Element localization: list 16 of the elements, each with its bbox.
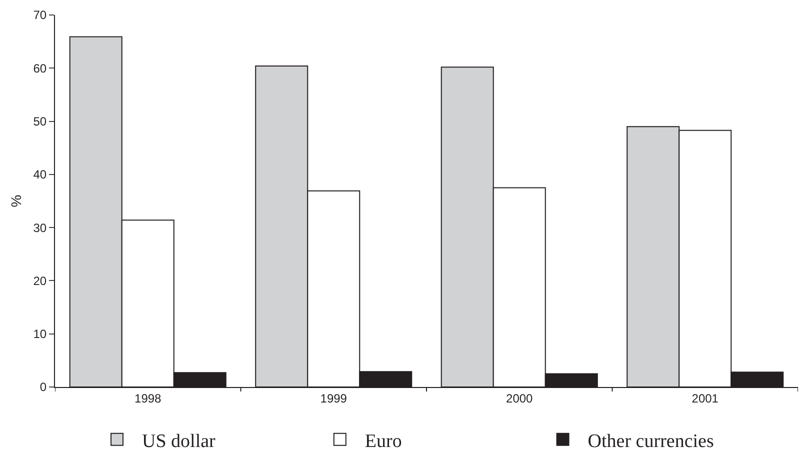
y-tick-label: 20 [33, 274, 47, 288]
y-tick-label: 60 [33, 61, 47, 76]
x-tick-label: 1999 [320, 391, 348, 406]
y-axis-title: % [8, 194, 24, 208]
y-tick-label: 0 [40, 380, 47, 394]
x-tick-label: 2000 [506, 391, 534, 406]
x-tick-label: 2001 [692, 391, 719, 406]
legend-label: US dollar [142, 430, 216, 452]
legend-label: Other currencies [588, 430, 714, 452]
legend-label: Euro [364, 430, 402, 452]
y-tick-label: 50 [33, 114, 47, 128]
y-tick-label: 10 [33, 327, 47, 342]
y-tick-label: 70 [33, 8, 47, 22]
y-tick-label: 40 [33, 168, 47, 182]
y-tick-label: 30 [33, 220, 47, 235]
x-tick-label: 1998 [134, 391, 162, 406]
